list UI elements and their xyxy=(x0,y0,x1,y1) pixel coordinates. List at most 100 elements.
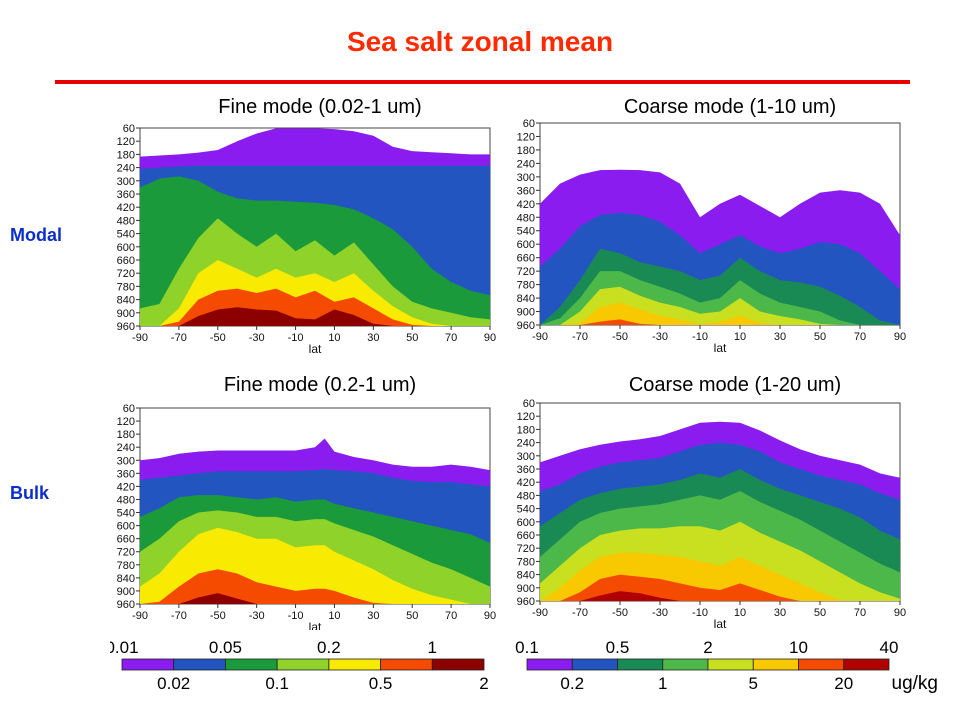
x-tick-label: -10 xyxy=(692,607,708,619)
y-tick-label: 840 xyxy=(517,570,535,582)
x-tick-label: -50 xyxy=(210,332,226,344)
y-tick-label: 240 xyxy=(517,438,535,450)
x-axis-label: lat xyxy=(309,342,322,353)
colorbar-coarse: 0.1 0.5 2 10 40 0.2 1 5 20 xyxy=(515,638,898,693)
y-tick-label: 600 xyxy=(517,239,535,251)
x-tick-label: 90 xyxy=(484,610,496,622)
y-tick-label: 660 xyxy=(117,534,135,546)
contour-band-7 xyxy=(140,593,490,604)
x-tick-label: -70 xyxy=(572,607,588,619)
y-tick-label: 900 xyxy=(517,583,535,595)
colorbar-top-label: 0.05 xyxy=(209,638,242,657)
contour-band-7 xyxy=(540,319,900,325)
x-tick-label: -90 xyxy=(532,607,548,619)
y-tick-label: 240 xyxy=(117,163,135,175)
units-label: ug/kg xyxy=(891,673,938,694)
x-tick-label: 50 xyxy=(814,607,826,619)
y-tick-label: 780 xyxy=(117,281,135,293)
x-tick-label: -10 xyxy=(288,610,304,622)
panel-title-modal-coarse: Coarse mode (1-10 um) xyxy=(623,96,837,118)
y-tick-label: 600 xyxy=(117,242,135,254)
colorbar-top-label: 10 xyxy=(789,638,808,657)
y-tick-label: 180 xyxy=(117,149,135,161)
colorbar-bottom-label: 20 xyxy=(834,674,853,693)
x-tick-label: -90 xyxy=(132,610,148,622)
y-tick-label: 960 xyxy=(117,599,135,611)
y-tick-label: 720 xyxy=(517,266,535,278)
colorbar-top-label: 0.01 xyxy=(110,638,139,657)
y-tick-label: 60 xyxy=(523,398,535,410)
y-tick-label: 660 xyxy=(517,253,535,265)
x-axis-label: lat xyxy=(309,620,322,630)
x-tick-label: 50 xyxy=(814,331,826,343)
colorbar-top-label: 0.1 xyxy=(515,638,539,657)
contour-band-8 xyxy=(540,591,900,601)
colorbar-top-label: 0.2 xyxy=(317,638,341,657)
x-tick-label: -50 xyxy=(210,610,226,622)
y-tick-label: 180 xyxy=(517,145,535,157)
y-tick-label: 120 xyxy=(117,416,135,428)
y-tick-label: 960 xyxy=(117,321,135,333)
row-label-modal: Modal xyxy=(10,225,62,245)
x-tick-label: 50 xyxy=(406,332,418,344)
y-tick-label: 480 xyxy=(517,212,535,224)
x-tick-label: 90 xyxy=(894,607,906,619)
y-tick-label: 120 xyxy=(117,136,135,148)
y-tick-label: 360 xyxy=(117,189,135,201)
colorbar-top-label: 2 xyxy=(703,638,712,657)
y-tick-label: 960 xyxy=(517,596,535,608)
colorbar-bottom-label: 1 xyxy=(658,674,667,693)
y-tick-label: 420 xyxy=(117,202,135,214)
x-tick-label: 30 xyxy=(367,332,379,344)
y-tick-label: 720 xyxy=(517,543,535,555)
x-tick-label: -70 xyxy=(171,332,187,344)
row-label-bulk: Bulk xyxy=(10,483,50,503)
y-tick-label: 480 xyxy=(517,490,535,502)
x-tick-label: 30 xyxy=(774,607,786,619)
y-tick-label: 900 xyxy=(117,586,135,598)
colorbar-swatch xyxy=(431,658,485,671)
x-tick-label: -30 xyxy=(249,332,265,344)
panel-title-modal-fine: Fine mode (0.02-1 um) xyxy=(218,96,422,118)
contour-band-6 xyxy=(540,302,900,325)
y-tick-label: 780 xyxy=(517,280,535,292)
x-tick-label: -70 xyxy=(171,610,187,622)
colorbar-swatch xyxy=(276,658,330,671)
colorbar-swatch xyxy=(225,658,278,671)
x-tick-label: -90 xyxy=(132,332,148,344)
x-tick-label: -90 xyxy=(532,331,548,343)
y-tick-label: 360 xyxy=(517,185,535,197)
colorbar-top-label: 0.5 xyxy=(606,638,630,657)
x-tick-label: 70 xyxy=(445,610,457,622)
y-tick-label: 540 xyxy=(517,504,535,516)
colorbar-swatch xyxy=(662,658,709,671)
panel-title-bulk-coarse: Coarse mode (1-20 um) xyxy=(628,374,842,396)
y-tick-label: 420 xyxy=(517,199,535,211)
y-tick-label: 540 xyxy=(117,229,135,241)
colorbar-swatch xyxy=(121,658,175,671)
y-tick-label: 180 xyxy=(517,424,535,436)
y-tick-label: 660 xyxy=(517,530,535,542)
colorbar-swatch xyxy=(571,658,618,671)
y-tick-label: 60 xyxy=(123,403,135,415)
colorbar-top-label: 1 xyxy=(428,638,437,657)
colorbar-bottom-label: 0.02 xyxy=(157,674,190,693)
y-tick-label: 300 xyxy=(517,172,535,184)
x-tick-label: -10 xyxy=(692,331,708,343)
x-tick-label: 90 xyxy=(484,332,496,344)
x-tick-label: 30 xyxy=(774,331,786,343)
colorbar-fine: 0.01 0.05 0.2 1 0.02 0.1 0.5 2 xyxy=(110,638,489,693)
page-title: Sea salt zonal mean xyxy=(346,26,614,57)
y-tick-label: 360 xyxy=(517,464,535,476)
y-tick-label: 660 xyxy=(117,255,135,267)
y-tick-label: 540 xyxy=(117,508,135,520)
y-tick-label: 900 xyxy=(517,307,535,319)
x-tick-label: 70 xyxy=(854,607,866,619)
x-tick-label: 10 xyxy=(734,607,746,619)
y-tick-label: 780 xyxy=(117,560,135,572)
colorbar-bottom-label: 5 xyxy=(749,674,758,693)
x-tick-label: 90 xyxy=(894,331,906,343)
